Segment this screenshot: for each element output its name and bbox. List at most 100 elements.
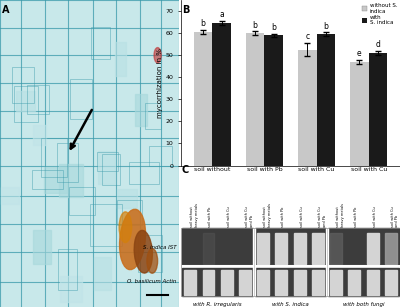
- Text: with both fungi: with both fungi: [343, 302, 384, 307]
- Text: with S. indica: with S. indica: [272, 302, 309, 307]
- Text: e: e: [357, 49, 362, 58]
- Bar: [328, 268, 399, 296]
- Bar: [264, 35, 283, 165]
- Bar: [138, 235, 162, 272]
- Text: soil with Cu
and Pb: soil with Cu and Pb: [245, 206, 254, 227]
- Bar: [385, 232, 397, 264]
- Bar: [255, 228, 326, 265]
- Bar: [60, 165, 83, 197]
- Text: b: b: [324, 22, 328, 31]
- Bar: [367, 270, 378, 295]
- Bar: [181, 172, 400, 228]
- Bar: [367, 232, 378, 264]
- Bar: [58, 249, 78, 290]
- Text: soil without
heavy metals: soil without heavy metals: [336, 203, 345, 227]
- Text: b: b: [272, 23, 276, 32]
- Bar: [330, 270, 342, 295]
- Text: soil with Cu
and Pb: soil with Cu and Pb: [318, 206, 326, 227]
- Text: B: B: [182, 5, 189, 15]
- Bar: [255, 268, 326, 296]
- Text: with R. irregularis: with R. irregularis: [193, 302, 242, 307]
- Bar: [202, 270, 214, 295]
- Bar: [115, 42, 126, 76]
- Ellipse shape: [134, 231, 152, 273]
- Ellipse shape: [154, 48, 161, 63]
- Ellipse shape: [119, 212, 132, 243]
- Bar: [194, 32, 212, 165]
- Legend: without S.
indica, with
S. indica: without S. indica, with S. indica: [362, 3, 397, 25]
- Text: soil with Pb: soil with Pb: [354, 207, 358, 227]
- Bar: [1, 187, 19, 204]
- Bar: [239, 270, 251, 295]
- Bar: [246, 33, 264, 165]
- Bar: [90, 204, 122, 246]
- Text: A: A: [2, 5, 10, 15]
- Bar: [44, 168, 67, 193]
- Bar: [149, 146, 172, 166]
- Bar: [129, 162, 158, 184]
- Ellipse shape: [120, 209, 146, 270]
- Text: soil with Cu: soil with Cu: [227, 206, 231, 227]
- Bar: [312, 270, 324, 295]
- Bar: [70, 79, 92, 119]
- Bar: [181, 228, 400, 296]
- Bar: [202, 232, 214, 264]
- Text: c: c: [305, 32, 309, 41]
- Bar: [14, 86, 38, 122]
- Bar: [69, 187, 95, 215]
- Bar: [92, 27, 110, 59]
- Bar: [330, 232, 342, 264]
- Bar: [135, 94, 147, 126]
- Bar: [32, 170, 64, 189]
- Bar: [102, 154, 120, 185]
- Text: soil without
heavy metals: soil without heavy metals: [190, 203, 199, 227]
- Bar: [298, 50, 317, 165]
- Bar: [257, 232, 269, 264]
- Bar: [182, 228, 253, 265]
- Bar: [16, 91, 34, 111]
- Bar: [328, 228, 399, 265]
- Bar: [94, 257, 111, 290]
- Text: O. basilicum Actin: O. basilicum Actin: [127, 279, 177, 284]
- Bar: [60, 277, 82, 302]
- Bar: [116, 188, 137, 208]
- Bar: [33, 230, 50, 264]
- Text: d: d: [376, 41, 380, 49]
- Bar: [98, 151, 115, 184]
- Text: soil without
heavy metals: soil without heavy metals: [263, 203, 272, 227]
- Bar: [312, 232, 324, 264]
- Bar: [294, 232, 306, 264]
- Text: C: C: [182, 165, 189, 175]
- Bar: [385, 270, 397, 295]
- Text: S. indica IST: S. indica IST: [143, 245, 177, 250]
- Bar: [41, 138, 67, 177]
- Bar: [276, 232, 287, 264]
- Bar: [33, 125, 46, 145]
- Text: soil with Cu: soil with Cu: [300, 206, 304, 227]
- Text: soil with Cu: soil with Cu: [373, 206, 377, 227]
- Text: soil with Cu
and Pb: soil with Cu and Pb: [391, 206, 400, 227]
- Bar: [96, 152, 118, 171]
- Bar: [146, 103, 161, 129]
- Text: soil with Pb: soil with Pb: [282, 207, 286, 227]
- Bar: [57, 143, 78, 182]
- Text: a: a: [219, 10, 224, 19]
- Text: soil with Pb: soil with Pb: [208, 207, 212, 227]
- Bar: [221, 270, 233, 295]
- Bar: [12, 67, 34, 103]
- Bar: [350, 62, 369, 165]
- Bar: [212, 23, 231, 165]
- Bar: [326, 228, 328, 296]
- Bar: [117, 200, 142, 225]
- Bar: [294, 270, 306, 295]
- Y-axis label: mycorrhization in %: mycorrhization in %: [157, 48, 163, 118]
- Bar: [257, 270, 269, 295]
- Bar: [348, 270, 360, 295]
- Bar: [182, 268, 253, 296]
- Bar: [253, 228, 255, 296]
- Bar: [369, 53, 388, 165]
- Bar: [276, 270, 287, 295]
- Bar: [28, 85, 49, 114]
- Text: b: b: [253, 21, 258, 29]
- Bar: [317, 34, 335, 165]
